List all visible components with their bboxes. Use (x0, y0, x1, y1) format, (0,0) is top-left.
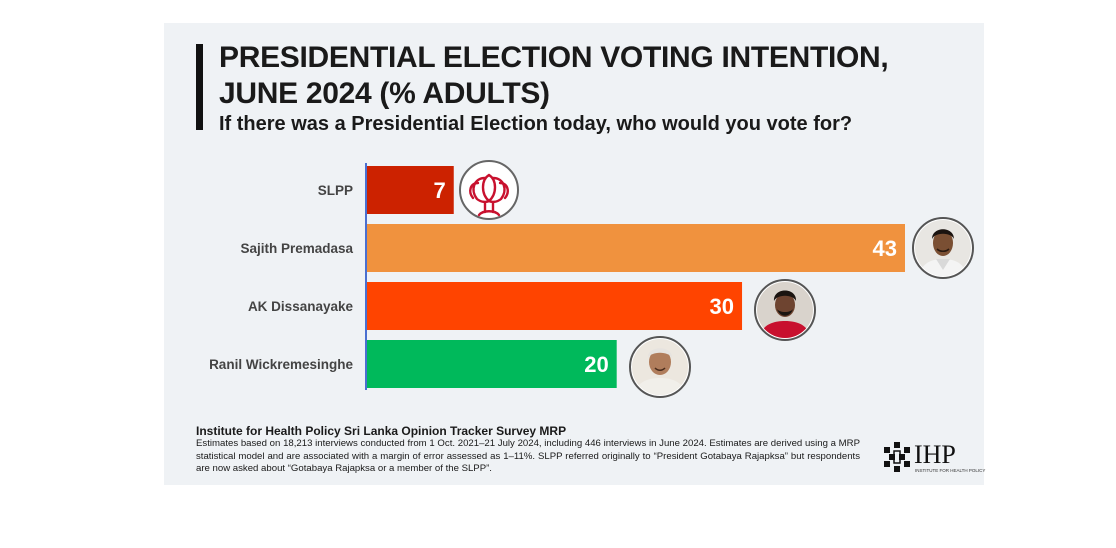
category-label: SLPP (318, 183, 353, 198)
bar-value-label: 20 (584, 352, 608, 377)
bar (366, 166, 454, 214)
bar-value-label: 43 (873, 236, 897, 261)
category-label: Ranil Wickremesinghe (209, 357, 353, 372)
source-title: Institute for Health Policy Sri Lanka Op… (196, 424, 567, 438)
chart-title: PRESIDENTIAL ELECTION VOTING INTENTION, … (219, 41, 889, 110)
bar (366, 224, 905, 272)
category-label: AK Dissanayake (248, 299, 354, 314)
ihp-logo-icon (884, 442, 910, 472)
bar (366, 282, 743, 330)
bar-value-label: 30 (710, 294, 734, 319)
chart-subtitle: If there was a Presidential Election tod… (219, 113, 853, 135)
bar-value-label: 7 (433, 178, 445, 203)
category-label: Sajith Premadasa (240, 241, 353, 256)
title-accent-bar (196, 44, 203, 130)
slpp-lotus-icon (459, 160, 519, 220)
source-note: Estimates based on 18,213 interviews con… (196, 438, 860, 474)
ihp-logo: IHP INSTITUTE FOR HEALTH POLICY (882, 440, 985, 475)
sajith-premadasa-avatar (912, 217, 974, 279)
ihp-logo-text: IHP (914, 440, 956, 469)
bar (366, 340, 617, 388)
ak-dissanayake-avatar (754, 279, 816, 341)
ihp-logo-tagline: INSTITUTE FOR HEALTH POLICY (915, 468, 986, 473)
ranil-wickremesinghe-avatar (629, 336, 691, 398)
